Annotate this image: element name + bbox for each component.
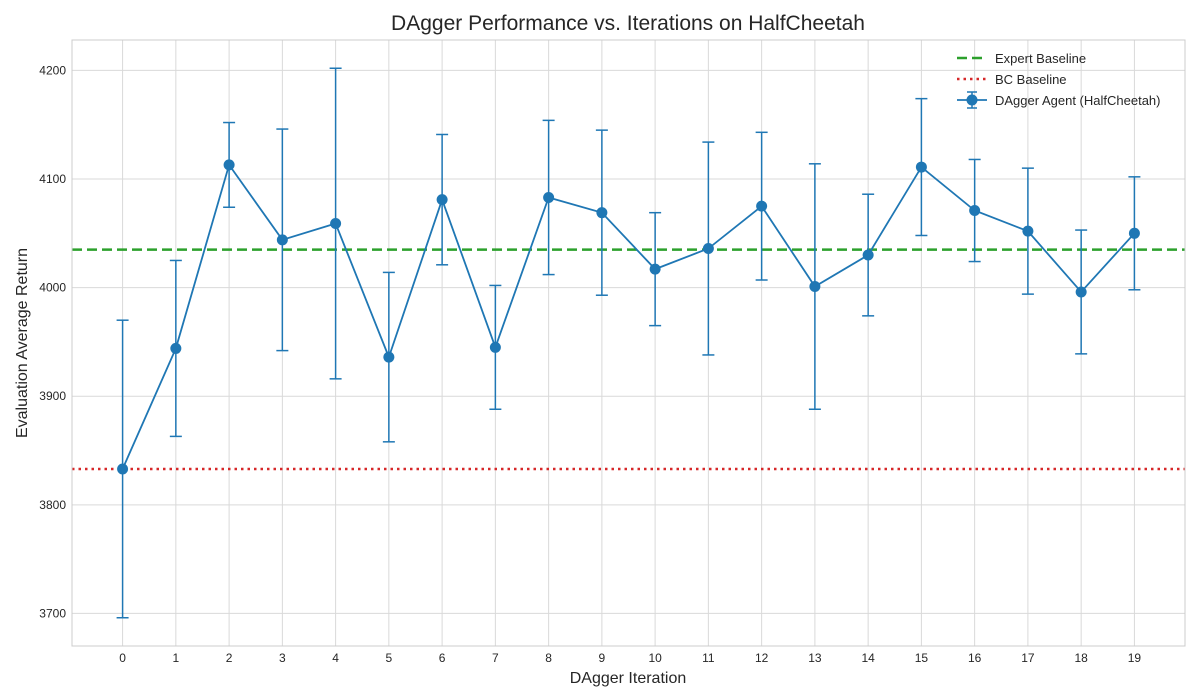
data-point <box>489 341 501 353</box>
x-tick-label: 18 <box>1074 651 1088 665</box>
x-tick-label: 9 <box>599 651 606 665</box>
x-tick-label: 7 <box>492 651 499 665</box>
x-tick-label: 4 <box>332 651 339 665</box>
x-tick-label: 2 <box>226 651 233 665</box>
x-tick-label: 10 <box>648 651 662 665</box>
data-point <box>117 463 129 475</box>
reference-lines <box>72 248 1185 471</box>
data-point <box>170 342 182 354</box>
x-tick-label: 8 <box>545 651 552 665</box>
x-tick-label: 14 <box>861 651 875 665</box>
x-tick-label: 5 <box>386 651 393 665</box>
data-point <box>1022 225 1034 237</box>
chart-title: DAgger Performance vs. Iterations on Hal… <box>391 12 865 35</box>
x-tick-label: 15 <box>915 651 929 665</box>
x-tick-label: 16 <box>968 651 982 665</box>
y-axis-label: Evaluation Average Return <box>14 248 31 438</box>
data-point <box>1128 227 1140 239</box>
data-point <box>649 263 661 275</box>
data-point <box>543 191 555 203</box>
y-tick-label: 3800 <box>39 498 66 512</box>
data-point <box>223 159 235 171</box>
data-point <box>756 200 768 212</box>
x-tick-label: 6 <box>439 651 446 665</box>
series-line <box>121 162 1136 470</box>
data-point <box>915 161 927 173</box>
legend: Expert Baseline BC Baseline DAgger Agent (… <box>957 51 1160 109</box>
data-point <box>862 249 874 261</box>
x-axis-label: DAgger Iteration <box>570 670 687 687</box>
data-point <box>1075 286 1087 298</box>
plot-frame <box>71 39 1186 647</box>
data-point <box>596 207 608 219</box>
legend-label-dagger: DAgger Agent (HalfCheetah) <box>995 93 1160 108</box>
data-point <box>969 205 981 217</box>
y-axis-ticks: 3700 3800 3900 4000 4100 4200 <box>39 63 66 620</box>
x-tick-label: 11 <box>702 651 715 665</box>
legend-swatch-dagger-marker <box>966 94 978 106</box>
x-tick-label: 0 <box>119 651 126 665</box>
y-tick-label: 4100 <box>39 172 66 186</box>
data-point <box>809 281 821 293</box>
data-point <box>383 351 395 363</box>
x-tick-label: 3 <box>279 651 286 665</box>
x-axis-ticks: 0 1 2 3 4 5 6 7 8 9 10 11 12 13 14 15 16 17 18 19 <box>119 651 1141 665</box>
y-tick-label: 4000 <box>39 281 66 295</box>
legend-label-bc: BC Baseline <box>995 72 1067 87</box>
data-point <box>276 234 288 246</box>
data-point <box>436 194 448 206</box>
x-tick-label: 13 <box>808 651 822 665</box>
x-tick-label: 12 <box>755 651 769 665</box>
series-dagger-agent <box>116 67 1141 619</box>
x-tick-label: 1 <box>173 651 180 665</box>
series <box>116 67 1141 619</box>
y-tick-label: 3900 <box>39 389 66 403</box>
data-point <box>330 218 342 230</box>
grid <box>72 40 1185 646</box>
data-point <box>702 243 714 255</box>
y-tick-label: 3700 <box>39 606 66 620</box>
x-tick-label: 17 <box>1021 651 1035 665</box>
x-tick-label: 19 <box>1128 651 1142 665</box>
y-tick-label: 4200 <box>39 63 66 77</box>
legend-label-expert: Expert Baseline <box>995 51 1086 66</box>
